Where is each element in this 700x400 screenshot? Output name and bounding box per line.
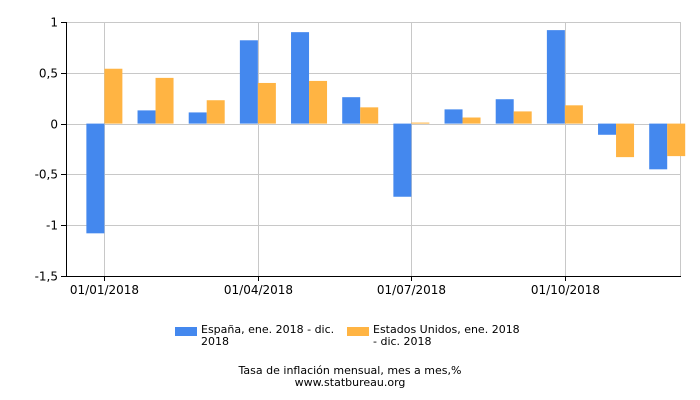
x-tick-label: 01/10/2018: [531, 283, 600, 297]
y-tick-label: 1: [50, 16, 58, 30]
bar-estados-unidos-6: [360, 107, 379, 124]
bar-espana-1: [86, 123, 105, 234]
bar-espana-9: [495, 99, 514, 124]
bar-espana-5: [291, 32, 310, 124]
bar-estados-unidos-12: [667, 123, 686, 157]
y-tick-label: -1: [46, 219, 58, 233]
bar-estados-unidos-11: [616, 123, 635, 158]
x-tick-label: 01/04/2018: [224, 283, 293, 297]
y-tick-label: 0,5: [39, 67, 58, 81]
x-tick-label: 01/07/2018: [377, 283, 446, 297]
y-tick-label: -1,5: [35, 270, 58, 284]
legend-label-espana: España, ene. 2018 - dic. 2018: [201, 323, 335, 348]
bar-espana-4: [239, 40, 258, 124]
y-tick-label: 0: [50, 118, 58, 132]
bar-estados-unidos-9: [513, 111, 532, 124]
legend-item-espana: España, ene. 2018 - dic. 2018: [175, 324, 334, 348]
bar-espana-2: [137, 110, 156, 124]
bar-espana-12: [649, 123, 668, 170]
bars: [86, 30, 686, 234]
bar-estados-unidos-1: [104, 68, 123, 124]
chart-title: Tasa de inflación mensual, mes a mes,%: [238, 364, 462, 377]
grid-lines: [66, 22, 681, 277]
x-tick-label: 01/01/2018: [70, 283, 139, 297]
legend-swatch-espana: [175, 327, 197, 336]
bar-estados-unidos-8: [462, 117, 481, 124]
legend: España, ene. 2018 - dic. 2018 Estados Un…: [0, 324, 700, 354]
bar-estados-unidos-3: [206, 100, 225, 124]
legend-swatch-estados-unidos: [347, 327, 369, 336]
bar-estados-unidos-7: [411, 122, 430, 124]
bar-espana-10: [546, 30, 565, 124]
bar-estados-unidos-2: [155, 77, 174, 124]
bar-estados-unidos-5: [309, 80, 328, 124]
bar-estados-unidos-10: [564, 105, 583, 124]
bar-espana-11: [598, 123, 617, 135]
legend-item-estados-unidos: Estados Unidos, ene. 2018 - dic. 2018: [347, 324, 520, 348]
bar-estados-unidos-4: [257, 82, 276, 124]
bar-espana-7: [393, 123, 412, 197]
y-tick-label: -0,5: [35, 168, 58, 182]
source-link[interactable]: www.statbureau.org: [294, 376, 406, 389]
legend-label-estados-unidos: Estados Unidos, ene. 2018 - dic. 2018: [373, 323, 520, 348]
bar-espana-8: [444, 109, 463, 124]
bar-espana-6: [342, 97, 361, 124]
axes: [61, 22, 681, 281]
bar-espana-3: [188, 112, 207, 124]
tick-labels: 1 0,5 0 -0,5 -1 -1,5 01/01/2018 01/04/2018 01/07…: [35, 16, 601, 298]
